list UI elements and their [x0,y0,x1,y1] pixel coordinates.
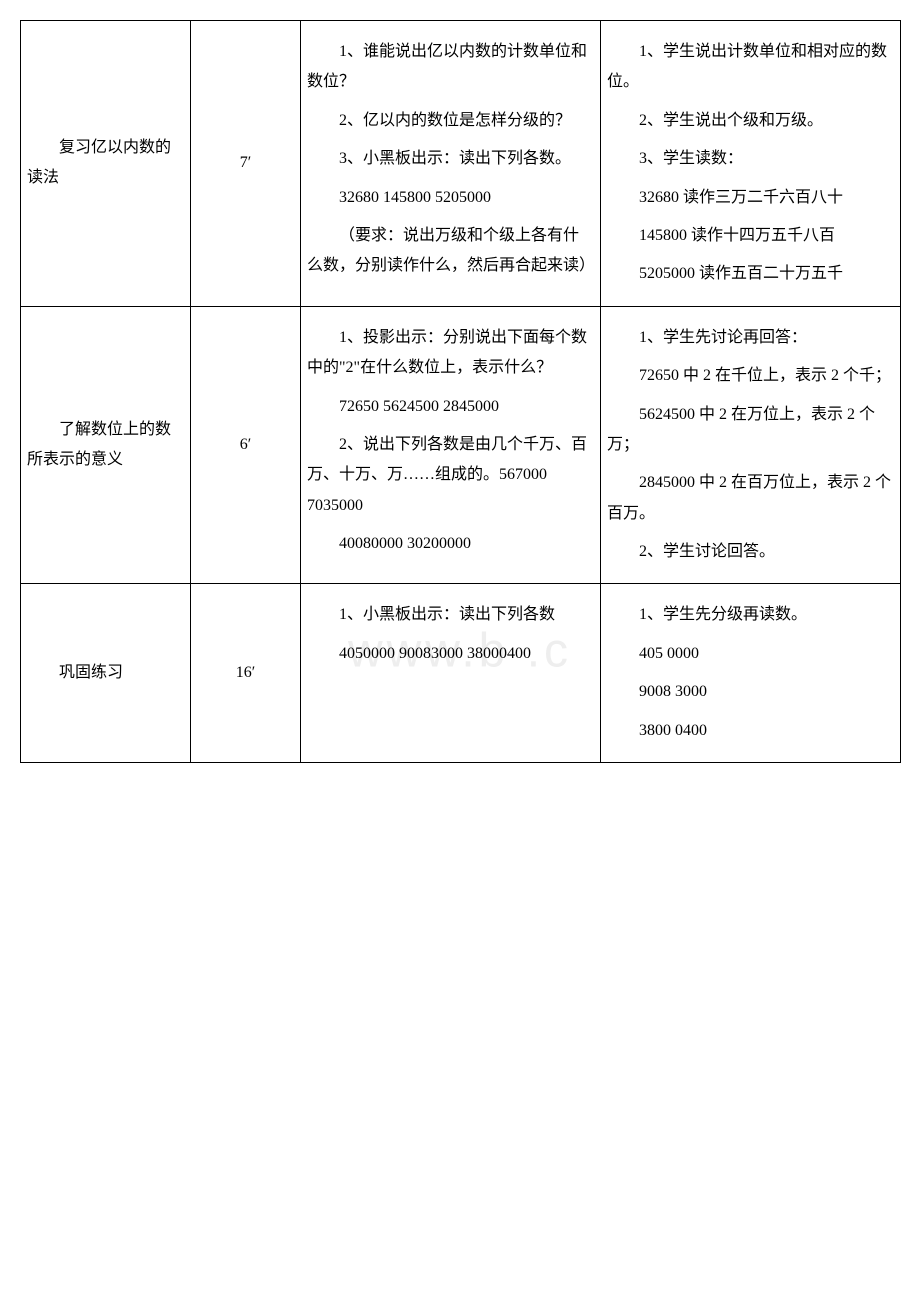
teach-para: 1、投影出示：分别说出下面每个数中的"2"在什么数位上，表示什么？ [307,323,594,384]
stud-para: 2845000 中 2 在百万位上，表示 2 个百万。 [607,468,894,529]
stud-para: 3800 0400 [607,716,894,746]
student-activity-cell: 1、学生说出计数单位和相对应的数位。 2、学生说出个级和万级。 3、学生读数： … [601,21,901,307]
table-row: 了解数位上的数所表示的意义 6′ 1、投影出示：分别说出下面每个数中的"2"在什… [21,306,901,584]
stud-para: 1、学生先讨论再回答： [607,323,894,353]
teacher-activity-cell: 1、小黑板出示：读出下列各数 4050000 90083000 38000400 [301,584,601,763]
lesson-plan-table: 复习亿以内数的读法 7′ 1、谁能说出亿以内数的计数单位和数位？ 2、亿以内的数… [20,20,901,763]
teach-para: 3、小黑板出示：读出下列各数。 [307,144,594,174]
time-cell: 6′ [191,306,301,584]
stud-para: 9008 3000 [607,677,894,707]
stud-para: 72650 中 2 在千位上，表示 2 个千； [607,361,894,391]
stud-para: 405 0000 [607,639,894,669]
time-cell: 7′ [191,21,301,307]
stud-para: 1、学生先分级再读数。 [607,600,894,630]
teach-para: （要求：说出万级和个级上各有什么数，分别读作什么，然后再合起来读） [307,221,594,282]
table-row: 复习亿以内数的读法 7′ 1、谁能说出亿以内数的计数单位和数位？ 2、亿以内的数… [21,21,901,307]
teach-para: 72650 5624500 2845000 [307,392,594,422]
stage-text: 复习亿以内数的读法 [27,133,184,194]
teacher-activity-cell: 1、投影出示：分别说出下面每个数中的"2"在什么数位上，表示什么？ 72650 … [301,306,601,584]
stud-para: 2、学生讨论回答。 [607,537,894,567]
stud-para: 32680 读作三万二千六百八十 [607,183,894,213]
teach-para: 2、亿以内的数位是怎样分级的？ [307,106,594,136]
time-text: 16′ [197,658,294,688]
stud-para: 3、学生读数： [607,144,894,174]
teacher-activity-cell: 1、谁能说出亿以内数的计数单位和数位？ 2、亿以内的数位是怎样分级的？ 3、小黑… [301,21,601,307]
time-text: 7′ [197,148,294,178]
stage-text: 巩固练习 [27,658,184,688]
stud-para: 1、学生说出计数单位和相对应的数位。 [607,37,894,98]
student-activity-cell: 1、学生先分级再读数。 405 0000 9008 3000 3800 0400 [601,584,901,763]
teach-para: 2、说出下列各数是由几个千万、百万、十万、万……组成的。567000 70350… [307,430,594,521]
teach-para: 1、小黑板出示：读出下列各数 [307,600,594,630]
student-activity-cell: 1、学生先讨论再回答： 72650 中 2 在千位上，表示 2 个千； 5624… [601,306,901,584]
stud-para: 2、学生说出个级和万级。 [607,106,894,136]
stage-cell: 巩固练习 [21,584,191,763]
teach-para: 32680 145800 5205000 [307,183,594,213]
stage-cell: 复习亿以内数的读法 [21,21,191,307]
teach-para: 1、谁能说出亿以内数的计数单位和数位？ [307,37,594,98]
teach-para: 4050000 90083000 38000400 [307,639,594,669]
table-row: 巩固练习 16′ 1、小黑板出示：读出下列各数 4050000 90083000… [21,584,901,763]
stud-para: 5205000 读作五百二十万五千 [607,259,894,289]
stud-para: 5624500 中 2 在万位上，表示 2 个万； [607,400,894,461]
time-cell: 16′ [191,584,301,763]
stud-para: 145800 读作十四万五千八百 [607,221,894,251]
stage-cell: 了解数位上的数所表示的意义 [21,306,191,584]
stage-text: 了解数位上的数所表示的意义 [27,415,184,476]
time-text: 6′ [197,430,294,460]
teach-para: 40080000 30200000 [307,529,594,559]
